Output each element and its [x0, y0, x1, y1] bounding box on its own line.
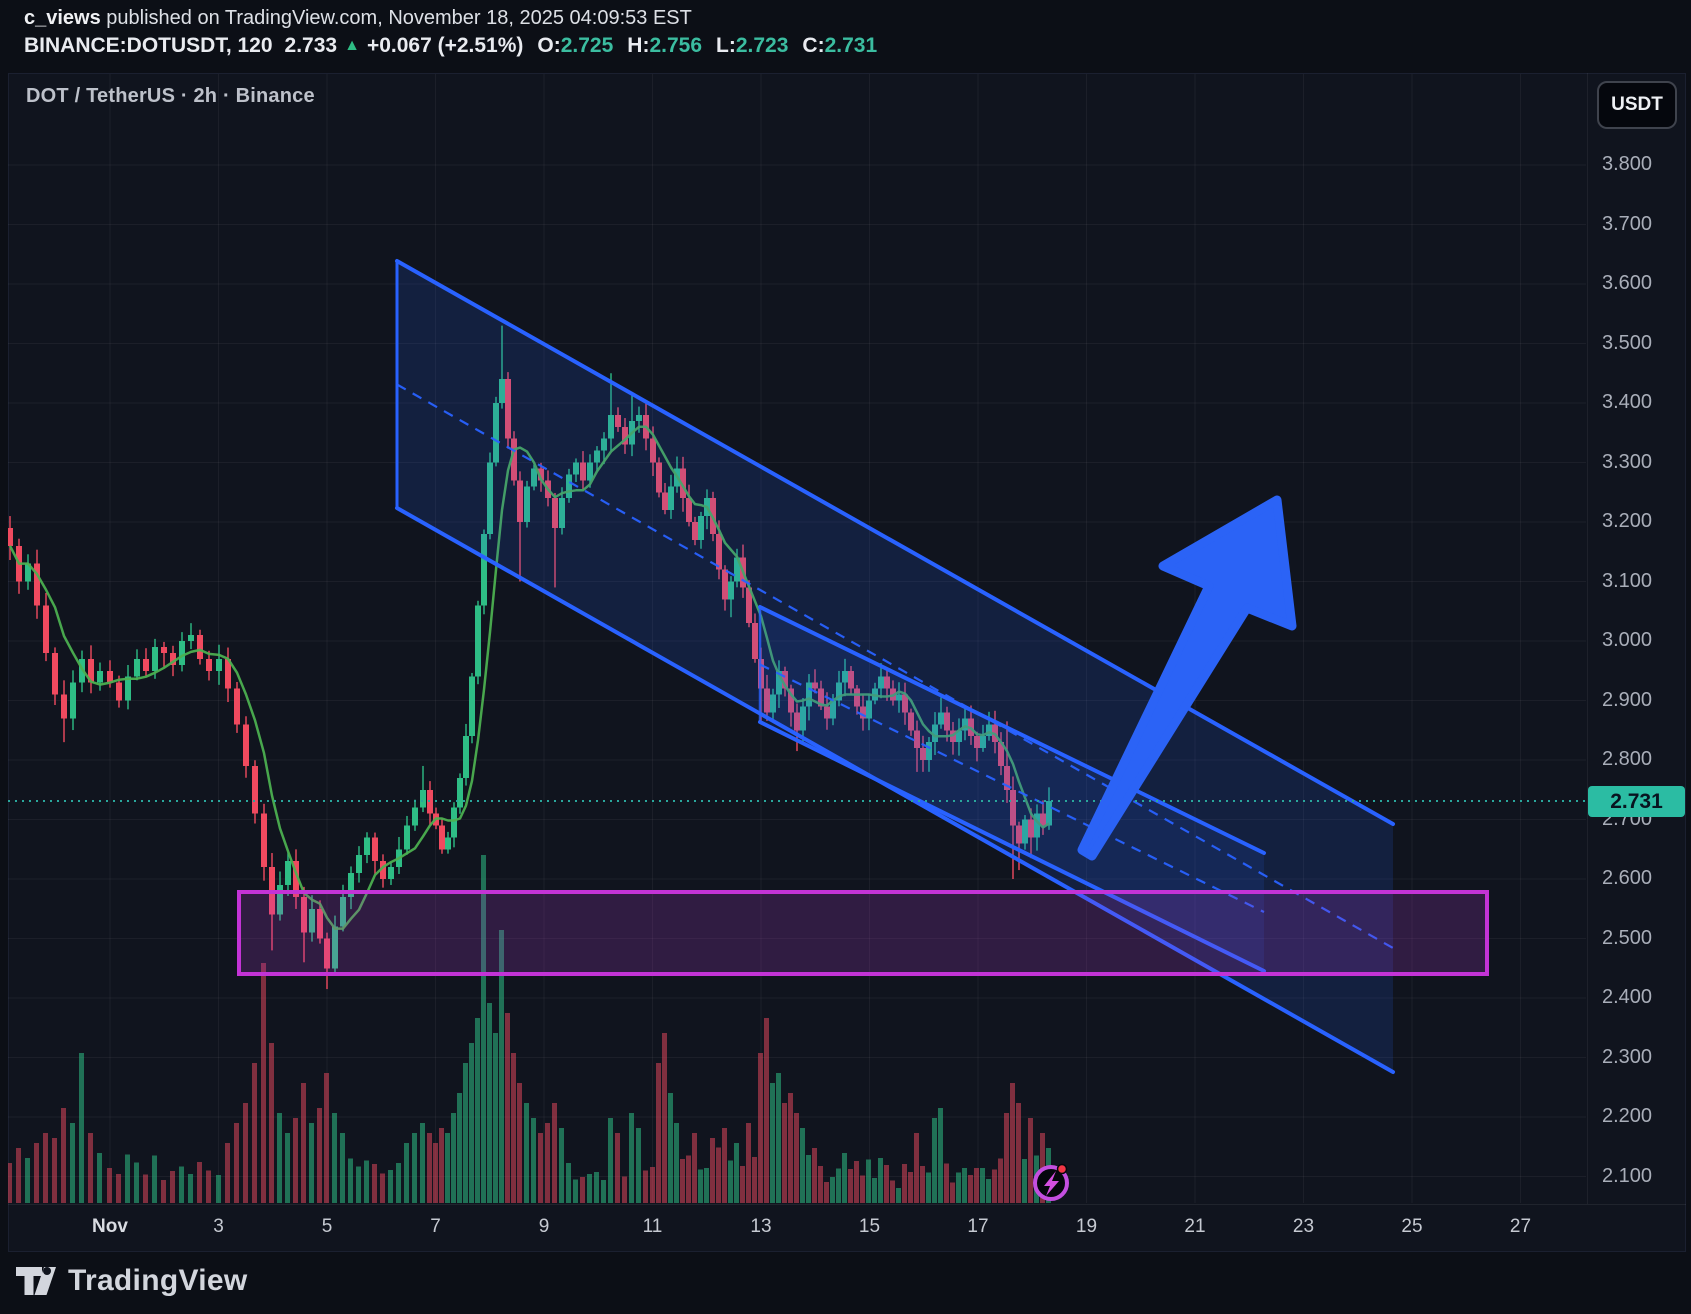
price-axis-label: 3.300 — [1602, 450, 1653, 473]
price-axis-label: 2.900 — [1602, 688, 1653, 711]
high-label: H: — [627, 34, 650, 57]
price-axis-label: 3.000 — [1602, 629, 1653, 651]
price-axis-label: 2.800 — [1602, 748, 1653, 770]
price-axis-label: 3.400 — [1602, 391, 1653, 413]
date-axis-label: 27 — [1509, 1216, 1532, 1237]
chart-area[interactable] — [8, 73, 1686, 1252]
date-axis-label: 9 — [538, 1216, 550, 1237]
attribution-text: published on TradingView.com, November 1… — [100, 7, 692, 29]
price-axis-label: 3.700 — [1602, 212, 1653, 235]
price-axis-label: 3.600 — [1602, 272, 1653, 294]
symbol-ohlc-line: BINANCE:DOTUSDT, 120 2.733 ▲ +0.067 (+2.… — [24, 34, 877, 58]
inner-channel[interactable] — [758, 605, 1266, 973]
low-label: L: — [716, 34, 736, 57]
price-axis-label: 2.500 — [1602, 926, 1653, 949]
date-axis-label: 5 — [321, 1216, 333, 1237]
date-axis-label: 25 — [1401, 1216, 1423, 1237]
date-axis-label: 23 — [1292, 1216, 1315, 1237]
price-axis-label: 3.800 — [1602, 153, 1653, 175]
tradingview-logo-text: TradingView — [68, 1264, 248, 1297]
date-axis-label: 7 — [430, 1216, 441, 1237]
support-zone-box[interactable] — [237, 890, 1489, 976]
open-value: 2.725 — [560, 34, 614, 57]
volume-bars — [8, 855, 1051, 1203]
price-axis[interactable]: 3.800 3.700 3.600 3.500 3.400 3.300 3.200 3.100… — [1587, 73, 1687, 1204]
price-axis-label: 2.600 — [1602, 867, 1653, 889]
tradingview-logo[interactable]: TradingView — [14, 1263, 247, 1299]
price-axis-label: 3.100 — [1602, 569, 1653, 592]
close-label: C: — [802, 34, 825, 57]
candles — [8, 325, 1052, 990]
price-change: +0.067 (+2.51%) — [366, 34, 524, 57]
symbol-interval: BINANCE:DOTUSDT, 120 — [24, 34, 273, 57]
price-chart-canvas[interactable] — [8, 73, 1686, 1252]
price-axis-label: 2.400 — [1602, 986, 1653, 1008]
last-price: 2.733 — [284, 34, 338, 57]
ma-line — [8, 425, 1050, 930]
tradingview-logo-icon — [16, 1267, 56, 1295]
currency-toggle-button[interactable]: USDT — [1597, 81, 1677, 129]
author-name: c_views — [24, 7, 101, 29]
date-axis-label: 21 — [1184, 1216, 1206, 1237]
current-price-badge: 2.731 — [1588, 786, 1685, 817]
idea-flash-icon[interactable] — [1033, 1163, 1069, 1201]
price-axis-label: 3.200 — [1602, 510, 1653, 532]
date-axis-label: Nov — [92, 1216, 128, 1237]
price-axis-label: 2.100 — [1602, 1164, 1653, 1187]
close-value: 2.731 — [824, 34, 878, 57]
date-axis-label: 17 — [967, 1216, 989, 1237]
price-axis-label: 3.500 — [1602, 331, 1653, 354]
low-value: 2.723 — [735, 34, 789, 57]
date-axis-label: 15 — [858, 1216, 881, 1237]
high-value: 2.756 — [649, 34, 703, 57]
price-axis-label: 2.300 — [1602, 1045, 1653, 1068]
bull-arrow[interactable] — [1077, 495, 1297, 861]
up-triangle-icon: ▲ — [344, 37, 360, 54]
date-axis-label: 19 — [1075, 1216, 1098, 1237]
time-axis[interactable]: Nov 3 5 7 9 11 13 15 17 19 21 23 25 27 — [8, 1204, 1686, 1253]
date-axis-label: 3 — [213, 1216, 224, 1237]
date-axis-label: 13 — [750, 1216, 772, 1237]
price-axis-label: 2.200 — [1602, 1105, 1653, 1127]
chart-legend-title[interactable]: DOT / TetherUS · 2h · Binance — [26, 85, 315, 107]
attribution-line: c_views published on TradingView.com, No… — [24, 7, 692, 30]
open-label: O: — [537, 34, 561, 57]
date-axis-label: 11 — [642, 1216, 663, 1237]
